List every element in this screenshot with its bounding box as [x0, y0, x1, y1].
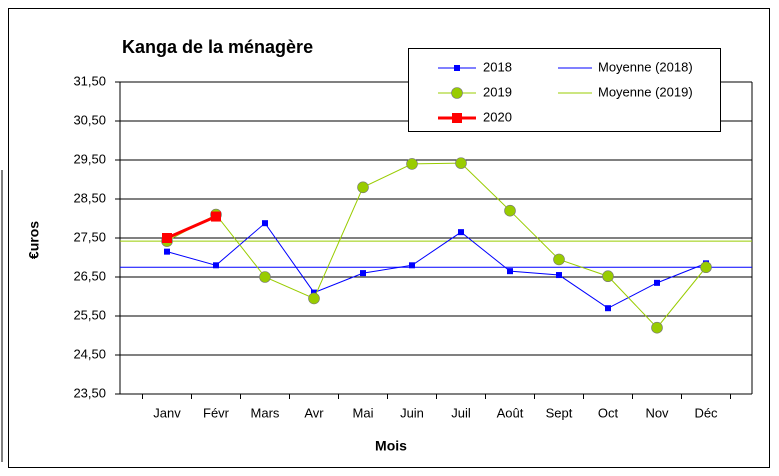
x-tick-label: Août — [497, 405, 524, 420]
marker — [308, 292, 320, 305]
marker — [162, 233, 172, 243]
x-tick-label: Mai — [353, 405, 374, 420]
chart-title: Kanga de la ménagère — [122, 37, 313, 57]
marker — [504, 204, 516, 217]
marker — [164, 248, 170, 255]
x-tick-label: Juil — [451, 405, 471, 420]
marker — [213, 262, 219, 269]
legend-label: Moyenne (2018) — [598, 59, 693, 74]
x-tick-label: Juin — [400, 405, 424, 420]
marker — [262, 220, 268, 227]
marker — [654, 279, 660, 286]
marker — [211, 211, 221, 222]
marker — [700, 261, 712, 274]
legend-label: 2020 — [483, 109, 512, 124]
y-tick-label: 23,50 — [73, 385, 106, 400]
marker — [507, 268, 513, 275]
x-tick-label: Déc — [694, 405, 718, 420]
marker — [553, 253, 565, 266]
y-tick-label: 28,50 — [73, 190, 106, 205]
x-axis-label: Mois — [375, 438, 407, 454]
marker — [605, 305, 611, 312]
marker — [360, 270, 366, 277]
marker — [458, 229, 464, 236]
series-line — [166, 162, 707, 329]
legend-marker — [452, 113, 462, 123]
legend-label: 2019 — [483, 84, 512, 99]
y-tick-label: 24,50 — [73, 346, 106, 361]
series-line — [166, 215, 217, 240]
legend-marker — [451, 87, 463, 99]
y-tick-label: 26,50 — [73, 268, 106, 283]
x-tick-label: Févr — [203, 405, 230, 420]
marker — [409, 262, 415, 269]
y-tick-label: 29,50 — [73, 151, 106, 166]
marker — [357, 181, 369, 194]
x-tick-label: Oct — [598, 405, 619, 420]
marker — [406, 158, 418, 170]
x-tick-label: Mars — [251, 405, 280, 420]
x-tick-label: Nov — [645, 405, 669, 420]
legend-marker — [454, 65, 460, 71]
marker — [311, 289, 317, 296]
marker — [651, 321, 663, 334]
marker — [455, 157, 467, 169]
x-tick-label: Avr — [304, 405, 324, 420]
marker — [259, 271, 271, 283]
x-tick-label: Janv — [153, 405, 181, 420]
series-line — [166, 222, 707, 309]
marker — [602, 270, 614, 283]
marker — [556, 272, 562, 279]
y-tick-label: 25,50 — [73, 307, 106, 322]
x-tick-label: Sept — [546, 405, 573, 420]
legend-label: Moyenne (2019) — [598, 84, 693, 99]
legend-label: 2018 — [483, 59, 512, 74]
y-tick-label: 27,50 — [73, 229, 106, 244]
y-tick-label: 31,50 — [73, 73, 106, 88]
y-axis-label: €uros — [26, 221, 42, 259]
y-tick-label: 30,50 — [73, 112, 106, 127]
